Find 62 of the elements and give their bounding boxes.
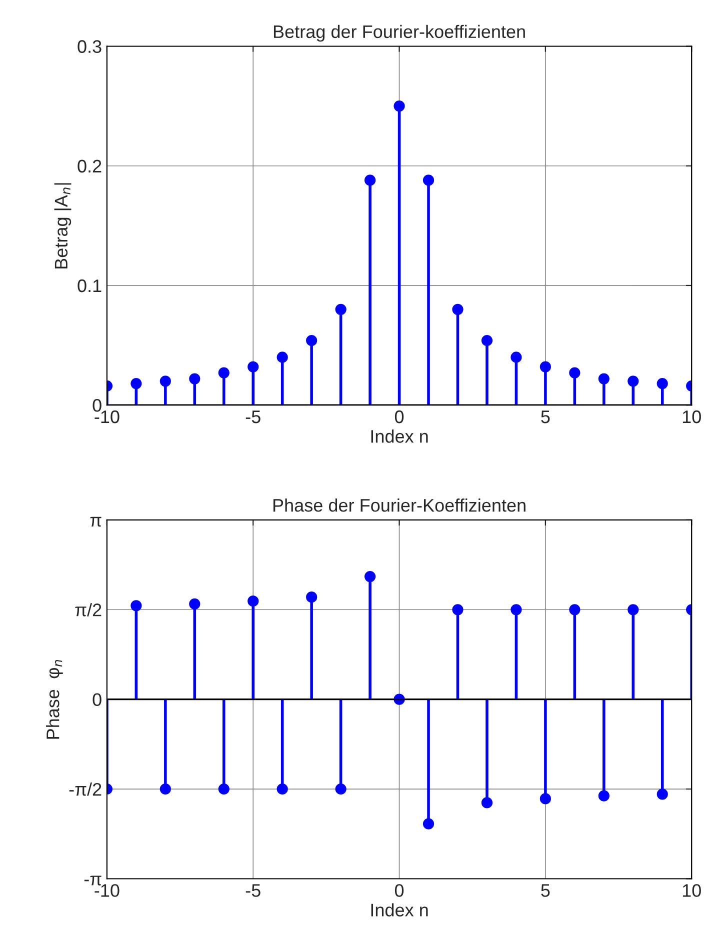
point	[218, 367, 230, 378]
point	[130, 378, 142, 390]
point	[160, 376, 171, 387]
point	[335, 783, 346, 795]
point	[569, 604, 580, 616]
point	[481, 334, 493, 346]
y-tick-label: 0	[92, 399, 102, 412]
x-tick-label: 0	[394, 884, 404, 897]
y-tick-label: -π	[84, 876, 102, 886]
point	[248, 361, 259, 372]
y-axis-title: Betrag |A$_{n}$|	[54, 183, 72, 268]
point	[364, 174, 376, 186]
point	[422, 818, 434, 830]
point	[276, 352, 288, 363]
point	[130, 600, 142, 612]
point	[394, 100, 405, 112]
x-axis-title: Index n	[371, 430, 428, 443]
y-tick-label: π	[90, 516, 102, 527]
y-tick-label: -π/2	[69, 782, 102, 796]
y-tick-label: 0.3	[78, 40, 102, 53]
point	[628, 604, 639, 616]
y-tick-label: 0.2	[78, 160, 102, 173]
point	[452, 304, 464, 315]
point	[540, 793, 551, 804]
x-tick-label: 10	[682, 884, 701, 897]
x-tick-label: 0	[394, 410, 404, 424]
point	[628, 376, 639, 387]
y-tick-label: π/2	[75, 603, 102, 616]
point	[656, 788, 668, 800]
x-tick-label: -5	[246, 884, 260, 897]
point	[306, 592, 318, 603]
point	[248, 596, 259, 607]
point	[422, 174, 434, 186]
x-tick-label: 5	[541, 410, 550, 424]
point	[189, 598, 200, 610]
point	[598, 373, 610, 384]
point	[540, 361, 551, 372]
point	[481, 797, 493, 808]
point	[160, 783, 171, 795]
y-tick-label: 0.1	[78, 279, 102, 292]
point	[598, 790, 610, 802]
x-tick-label: 5	[541, 884, 550, 897]
point	[335, 304, 346, 315]
point	[189, 373, 200, 384]
x-axis-title: Index n	[371, 903, 428, 916]
point	[510, 352, 522, 363]
y-tick-label: 0	[92, 693, 102, 706]
point	[452, 604, 464, 616]
y-axis-title: Phase φ$_{n}$	[46, 660, 63, 739]
x-tick-label: -10	[94, 410, 120, 424]
point	[510, 604, 522, 616]
chart-title: Betrag der Fourier-koeffizienten	[274, 24, 525, 42]
chart-title: Phase der Fourier-Koeffizienten	[273, 498, 526, 512]
point	[306, 334, 318, 346]
point	[364, 570, 376, 582]
x-tick-label: 10	[682, 410, 701, 424]
x-tick-label: -10	[94, 884, 120, 897]
x-tick-label: -5	[246, 410, 260, 424]
point	[218, 783, 230, 795]
point	[656, 378, 668, 390]
point	[276, 783, 288, 795]
point	[569, 367, 580, 378]
